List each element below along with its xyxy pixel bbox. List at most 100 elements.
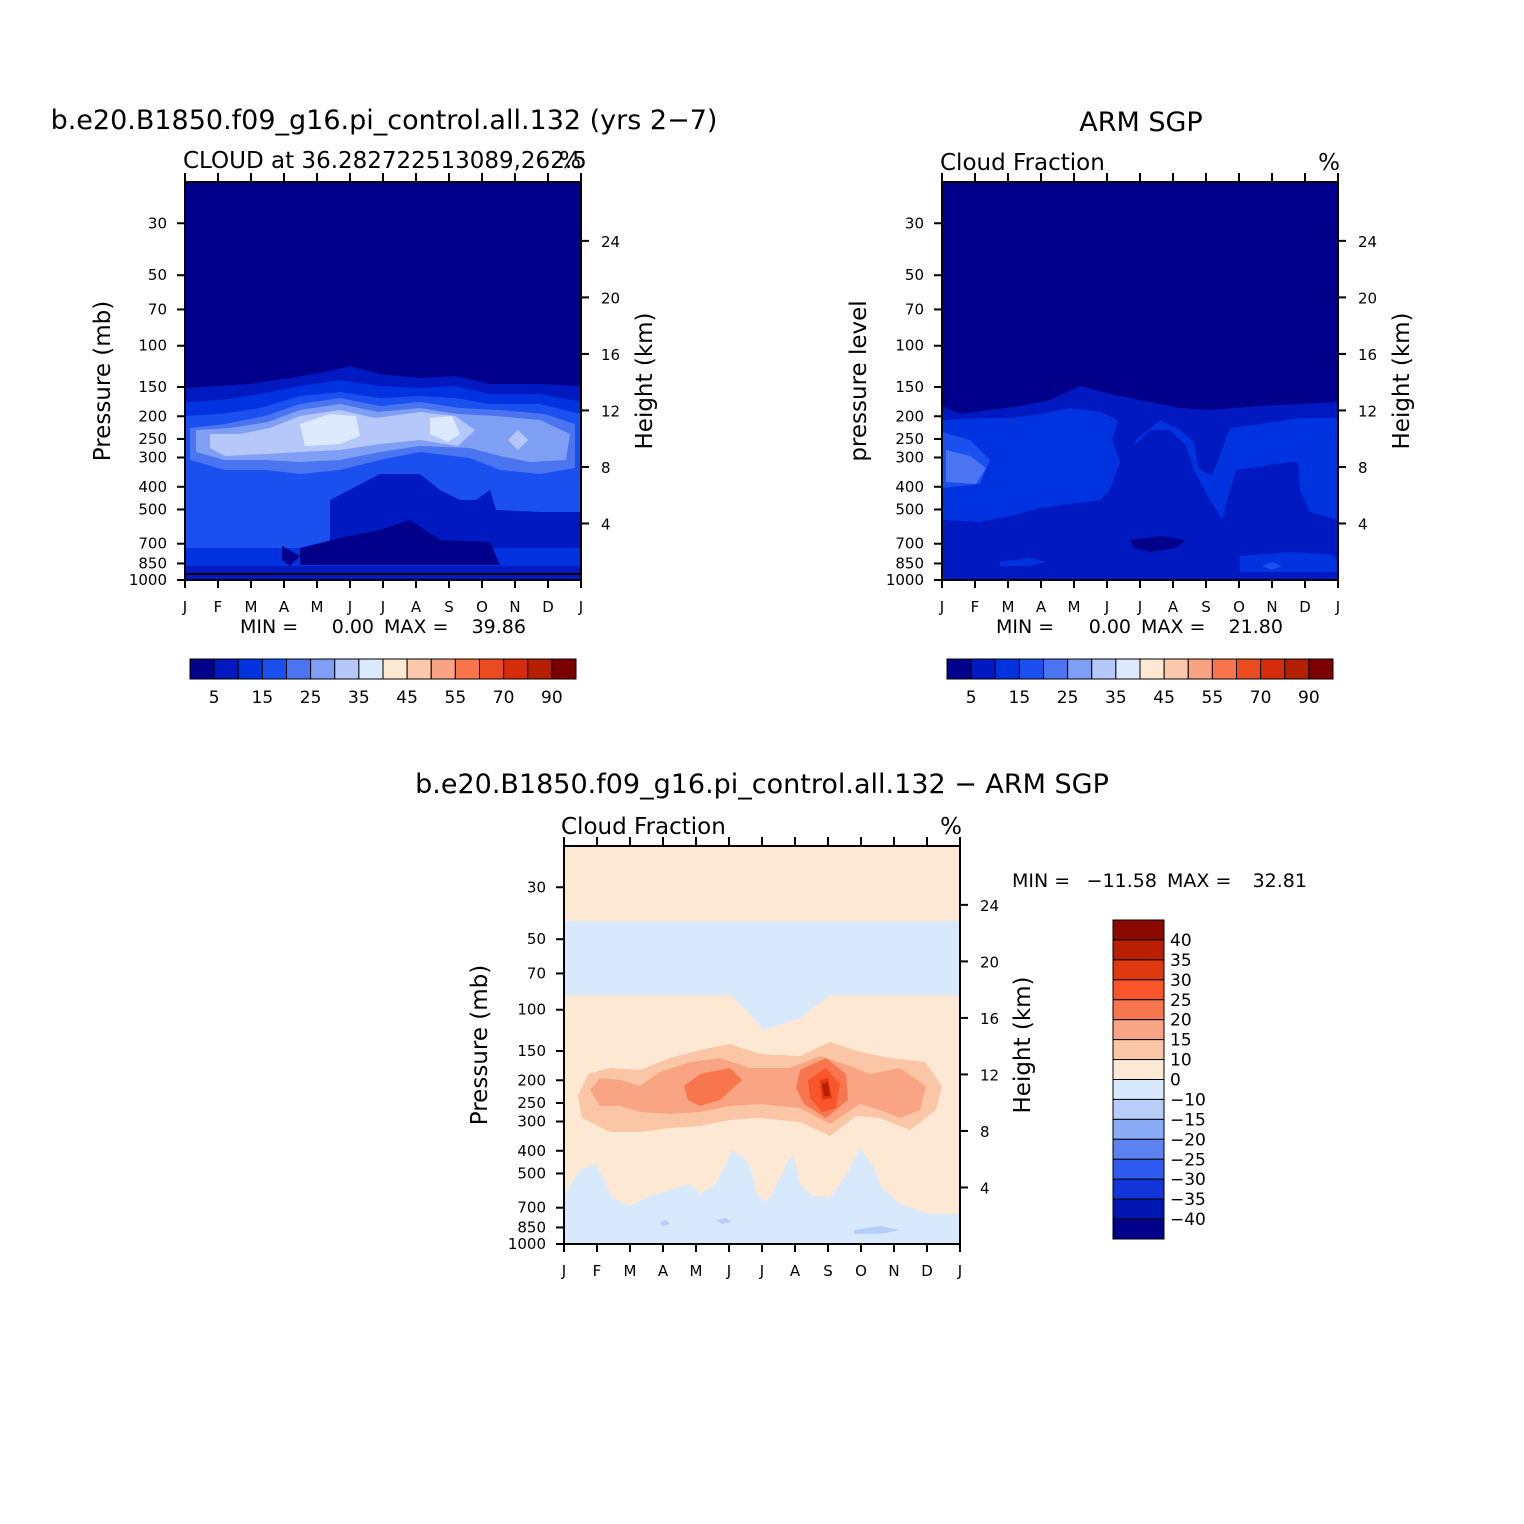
colorbar-swatch [1043,658,1069,680]
y-tick-label: 70 [527,964,546,982]
x-tick-label: A [411,598,422,616]
y-axis-label: Pressure (mb) [90,301,116,461]
contour-field [185,182,581,580]
y2-tick-label: 12 [1358,402,1377,420]
x-tick-label: M [1068,598,1081,616]
x-tick-label: O [855,1262,867,1280]
y-tick-label: 850 [517,1218,546,1236]
colorbar-label: 70 [493,688,515,708]
panel-title: b.e20.B1850.f09_g16.pi_control.all.132 −… [415,769,1109,800]
colorbar-swatch [946,658,972,680]
x-tick-label: J [759,1262,764,1280]
x-tick-label: J [1335,598,1340,616]
contour-field [564,846,960,1244]
x-tick-label: M [1002,598,1015,616]
y-axis-label: Pressure (mb) [467,965,493,1125]
colorbar-swatch [503,658,529,680]
y-tick-label: 50 [905,266,924,284]
y-tick-label: 1000 [129,571,167,589]
colorbar: 5 15 25 35 45 55 70 90 [946,658,1334,708]
contour-level-7b [430,416,460,442]
x-tick-label: J [578,598,583,616]
colorbar-swatch [1018,658,1044,680]
y-axis-label: pressure level [846,300,872,461]
colorbar-label: 90 [541,688,563,708]
max-value: 21.80 [1229,616,1283,638]
contour-level-4 [946,450,986,484]
colorbar-swatch [430,658,456,680]
colorbar-swatch [551,658,577,680]
colorbar-swatch [1211,658,1237,680]
colorbar-label: −35 [1170,1190,1206,1210]
y-tick-label: 250 [138,430,167,448]
colorbar-label: −40 [1170,1210,1206,1230]
y-tick-label: 100 [517,1001,546,1019]
y2-tick-label: 24 [1358,233,1377,251]
x-tick-label: S [444,598,454,616]
colorbar-swatch [1091,658,1117,680]
colorbar-label: 20 [1170,1011,1192,1031]
y-tick-label: 300 [138,449,167,467]
x-tick-label: J [939,598,944,616]
x-tick-label: J [957,1262,962,1280]
colorbar-label: 25 [1170,991,1192,1011]
y-tick-label: 150 [517,1042,546,1060]
colorbar-label: 15 [1170,1031,1192,1051]
colorbar-swatch [382,658,408,680]
panel-title: b.e20.B1850.f09_g16.pi_control.all.132 (… [51,105,718,136]
colorbar-swatch [479,658,505,680]
max-label: MAX = [384,616,448,638]
y2-tick-label: 12 [601,402,620,420]
min-value: 0.00 [332,616,374,638]
x-tick-label: S [1201,598,1211,616]
colorbar-label: 70 [1250,688,1272,708]
y2-tick-label: 4 [601,515,611,533]
y-tick-label: 1000 [508,1235,546,1253]
colorbar-swatch [310,658,336,680]
colorbar-swatch [237,658,263,680]
colorbar-swatch [334,658,360,680]
y-tick-label: 200 [138,407,167,425]
y2-tick-label: 16 [601,346,620,364]
colorbar-label: 15 [1009,688,1031,708]
x-tick-label: M [690,1262,703,1280]
panel-title: ARM SGP [1079,107,1202,138]
colorbar-label: 0 [1170,1071,1181,1091]
contour-level-3b [1262,562,1282,570]
colorbar-swatch [1112,1198,1165,1220]
y-tick-label: 500 [138,500,167,518]
colorbar-label: 35 [348,688,370,708]
contour-level-neg2b [716,1218,732,1224]
x-tick-label: D [921,1262,933,1280]
colorbar-swatch [1112,1098,1165,1120]
y-tick-label: 1000 [886,571,924,589]
colorbar-swatch [527,658,553,680]
contour-field [942,182,1338,580]
panel-subtitle: CLOUD at 36.282722513089,262.5 [183,148,587,174]
y-tick-label: 30 [527,878,546,896]
y-tick-label: 700 [517,1199,546,1217]
y-tick-label: 70 [148,300,167,318]
panel-subtitle: Cloud Fraction [561,814,726,840]
contour-level-2c [1000,558,1046,566]
colorbar-swatch [1112,999,1165,1021]
contour-level-0b [300,520,500,565]
y2-tick-label: 8 [1358,459,1368,477]
panel-diff: b.e20.B1850.f09_g16.pi_control.all.132 −… [415,769,1307,1280]
y2-tick-label: 12 [980,1066,999,1084]
surface-band [185,566,581,574]
colorbar-label: 45 [1153,688,1175,708]
colorbar-swatch [1260,658,1286,680]
max-label: MAX = [1141,616,1205,638]
y-tick-label: 300 [517,1113,546,1131]
min-value: −11.58 [1087,870,1157,892]
x-tick-label: O [476,598,488,616]
contour-level-neg1 [564,921,960,1030]
contour-level-0c [282,546,300,566]
colorbar-label: 25 [1057,688,1079,708]
colorbar-swatch [1236,658,1262,680]
y-tick-label: 300 [895,449,924,467]
colorbar-swatch [1163,658,1189,680]
min-label: MIN = [1012,870,1070,892]
colorbar-swatch [1112,1138,1165,1160]
